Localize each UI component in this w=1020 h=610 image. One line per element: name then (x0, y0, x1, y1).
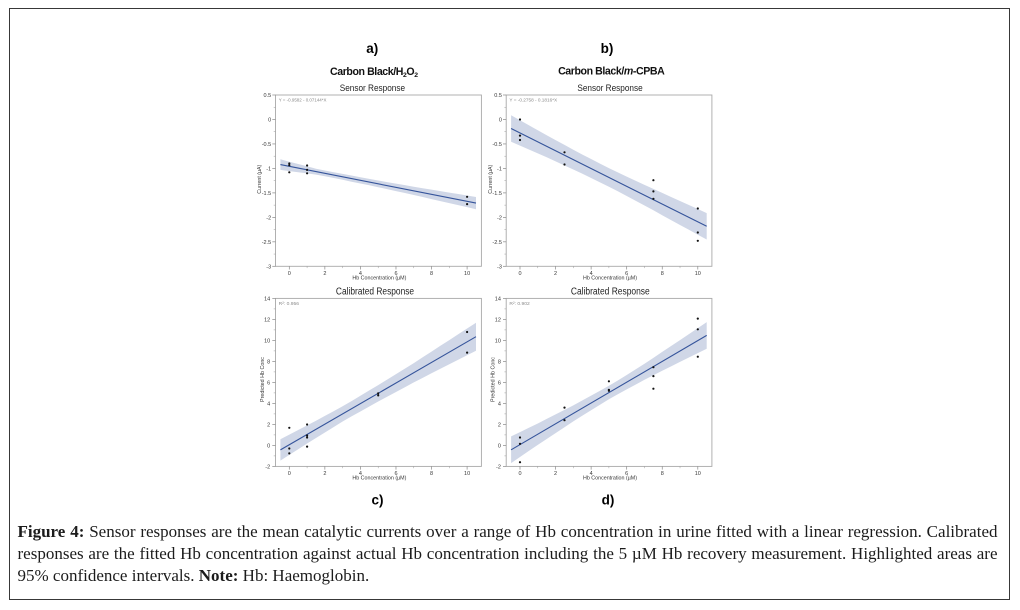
svg-text:8: 8 (430, 471, 433, 477)
svg-text:2: 2 (267, 422, 270, 428)
svg-text:0: 0 (288, 471, 291, 477)
svg-text:Predicted Hb Conc: Predicted Hb Conc (260, 357, 266, 402)
svg-text:Current (µA): Current (µA) (257, 164, 263, 193)
svg-text:-2.5: -2.5 (262, 240, 271, 246)
svg-text:6: 6 (394, 271, 397, 277)
svg-text:14: 14 (264, 296, 270, 302)
svg-text:8: 8 (661, 471, 664, 477)
svg-text:6: 6 (267, 380, 270, 386)
svg-text:d): d) (602, 493, 615, 508)
svg-text:Hb Concentration (µM): Hb Concentration (µM) (352, 476, 406, 482)
svg-text:2: 2 (323, 271, 326, 277)
svg-text:12: 12 (495, 317, 501, 323)
svg-text:0: 0 (499, 117, 502, 123)
svg-text:Hb Concentration (µM): Hb Concentration (µM) (583, 476, 637, 482)
svg-text:-2.5: -2.5 (492, 240, 501, 246)
svg-text:Y = -0.2758 - 0.1816*X: Y = -0.2758 - 0.1816*X (509, 98, 557, 103)
svg-text:6: 6 (394, 471, 397, 477)
svg-text:-1.5: -1.5 (262, 191, 271, 197)
svg-text:b): b) (601, 41, 614, 56)
svg-text:Hb Concentration (µM): Hb Concentration (µM) (583, 276, 637, 282)
svg-text:8: 8 (430, 271, 433, 277)
svg-text:8: 8 (661, 271, 664, 277)
svg-text:2: 2 (554, 271, 557, 277)
svg-text:-2: -2 (266, 215, 271, 221)
svg-text:R²: 0.902: R²: 0.902 (509, 301, 530, 306)
svg-text:4: 4 (359, 271, 362, 277)
svg-text:10: 10 (495, 338, 501, 344)
svg-text:Carbon Black/m-CPBA: Carbon Black/m-CPBA (558, 66, 665, 78)
svg-text:-2: -2 (496, 464, 501, 470)
svg-text:Sensor Response: Sensor Response (340, 83, 405, 93)
svg-text:Y = -0.9582 - 0.07144*X: Y = -0.9582 - 0.07144*X (279, 98, 327, 103)
svg-text:-3: -3 (497, 264, 502, 270)
svg-text:Current (µA): Current (µA) (488, 164, 494, 193)
svg-text:10: 10 (695, 471, 701, 477)
svg-text:10: 10 (264, 338, 270, 344)
svg-text:0: 0 (268, 117, 271, 123)
svg-text:10: 10 (464, 471, 470, 477)
svg-text:0.5: 0.5 (494, 93, 502, 99)
svg-text:-1: -1 (266, 166, 271, 172)
svg-text:4: 4 (590, 271, 593, 277)
svg-text:2: 2 (498, 422, 501, 428)
svg-text:c): c) (371, 493, 383, 508)
svg-text:4: 4 (590, 471, 593, 477)
svg-text:Hb Concentration (µM): Hb Concentration (µM) (352, 276, 406, 282)
svg-text:-0.5: -0.5 (262, 142, 271, 148)
svg-text:6: 6 (625, 471, 628, 477)
svg-text:0: 0 (518, 271, 521, 277)
svg-text:Predicted Hb Conc: Predicted Hb Conc (491, 357, 497, 402)
svg-text:Calibrated Response: Calibrated Response (336, 286, 415, 297)
svg-text:-2: -2 (265, 464, 270, 470)
svg-text:4: 4 (359, 471, 362, 477)
svg-text:0: 0 (518, 471, 521, 477)
svg-text:6: 6 (498, 380, 501, 386)
svg-text:14: 14 (495, 296, 501, 302)
svg-text:4: 4 (498, 401, 501, 407)
svg-text:Sensor Response: Sensor Response (577, 83, 642, 93)
svg-text:-3: -3 (266, 264, 271, 270)
svg-text:-2: -2 (497, 215, 502, 221)
svg-text:8: 8 (498, 359, 501, 365)
svg-text:10: 10 (464, 271, 470, 277)
svg-text:-1.5: -1.5 (492, 191, 501, 197)
svg-text:0.5: 0.5 (264, 93, 272, 99)
svg-text:10: 10 (695, 271, 701, 277)
svg-text:0: 0 (498, 443, 501, 449)
svg-text:0: 0 (288, 271, 291, 277)
svg-text:Calibrated Response: Calibrated Response (571, 286, 650, 297)
svg-text:R²: 0.956: R²: 0.956 (279, 301, 300, 306)
svg-text:4: 4 (267, 401, 270, 407)
svg-text:Carbon Black/H2O2: Carbon Black/H2O2 (330, 66, 418, 79)
svg-text:8: 8 (267, 359, 270, 365)
svg-text:12: 12 (264, 317, 270, 323)
svg-text:a): a) (366, 41, 378, 56)
svg-text:2: 2 (554, 471, 557, 477)
svg-text:6: 6 (625, 271, 628, 277)
svg-text:-0.5: -0.5 (492, 142, 501, 148)
svg-text:0: 0 (267, 443, 270, 449)
svg-text:-1: -1 (497, 166, 502, 172)
svg-text:2: 2 (323, 471, 326, 477)
